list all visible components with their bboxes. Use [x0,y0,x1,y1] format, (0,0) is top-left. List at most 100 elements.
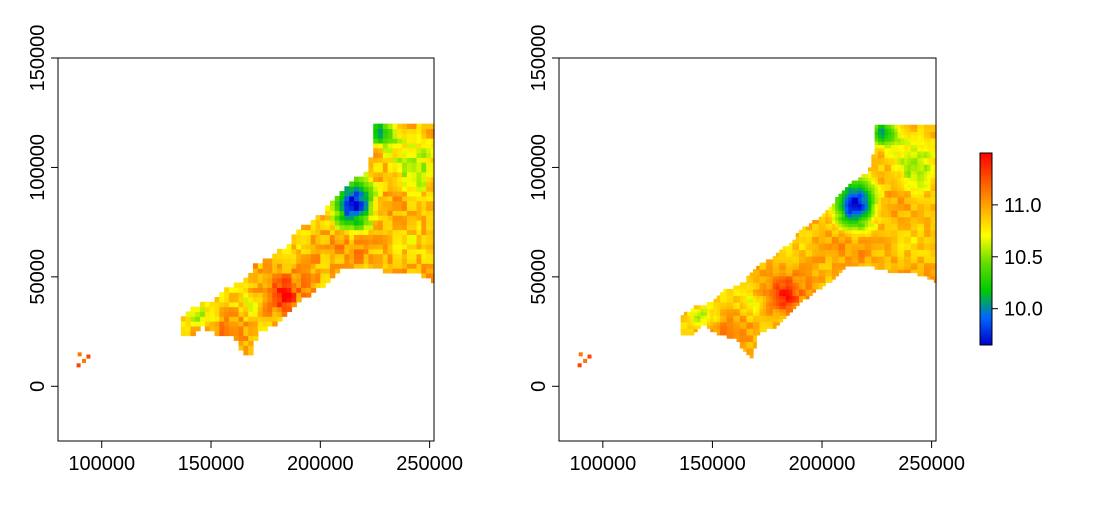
raster-cell [818,249,823,254]
raster-cell [378,224,384,231]
raster-cell [756,288,761,293]
raster-cell [296,244,302,250]
raster-cell [802,226,807,231]
raster-cell [406,195,413,202]
raster-cell [835,226,840,231]
raster-cell [891,187,895,192]
raster-cell [739,308,744,313]
raster-cell [933,275,937,280]
raster-cell [291,301,297,308]
raster-cell [874,206,879,211]
raster-cell [848,200,853,205]
raster-cell [802,242,807,247]
raster-cell [387,123,394,130]
raster-cell [848,242,853,247]
raster-cell [838,213,843,218]
raster-cell [325,224,331,231]
raster-cell [854,223,859,228]
raster-cell [301,282,307,288]
raster-cell [851,190,856,195]
raster-cell [291,268,297,274]
raster-cell [387,268,394,274]
raster-cell [697,325,701,329]
raster-cell [835,252,840,257]
raster-cell [430,191,435,197]
raster-cell [729,334,734,339]
raster-cell [910,124,915,129]
raster-cell [195,311,201,317]
raster-cell [392,253,398,260]
raster-cell [920,173,925,178]
raster-cell [752,288,757,293]
raster-cell [920,226,925,231]
raster-cell [387,142,394,149]
x-tick-label: 250000 [898,453,965,475]
raster-cell [825,223,830,228]
raster-cell [858,196,863,201]
raster-cell [864,256,869,260]
raster-cell [769,318,774,323]
raster-cell [392,258,398,264]
raster-cell [421,166,427,173]
raster-cell [920,160,925,165]
raster-cell [430,171,435,178]
raster-cell [884,160,889,165]
raster-cell [373,244,379,250]
raster-cell [923,170,928,175]
raster-cell [881,180,886,185]
raster-cell [877,262,882,267]
raster-cell [426,244,432,250]
raster-cell [683,328,688,333]
raster-cell [243,345,249,351]
raster-cell [910,210,915,214]
raster-cell [687,328,692,333]
raster-cell [874,167,879,172]
raster-cell [243,321,249,327]
raster-cell [430,253,435,260]
raster-cell [762,275,767,280]
raster-cell [789,279,794,283]
raster-cell [877,256,882,260]
raster-cell [378,171,384,178]
raster-cell [411,224,418,231]
raster-cell [378,152,384,158]
raster-cell [687,331,692,336]
raster-cell [845,219,849,224]
raster-cell [358,176,365,183]
raster-cell [406,215,413,221]
raster-cell [334,229,341,235]
raster-cell [291,253,297,260]
raster-cell [861,226,866,231]
raster-cell [802,239,807,244]
raster-cell [904,210,909,214]
raster-cell [762,265,767,270]
raster-cell [894,170,899,175]
raster-cell [904,167,909,172]
raster-cell [923,137,928,142]
raster-cell [353,229,360,235]
raster-cell [233,330,240,337]
raster-cell [887,269,892,274]
raster-cell [739,285,744,290]
raster-cell [795,279,800,283]
raster-cell [851,249,856,254]
raster-cell [871,219,876,224]
raster-cell [706,302,711,306]
raster-cell [907,157,912,162]
raster-cell [736,325,741,329]
raster-cell [835,239,840,244]
raster-cell [841,203,846,208]
raster-cell [762,282,767,287]
raster-cell [785,256,790,260]
raster-cell [759,321,764,326]
raster-cell [861,223,866,228]
raster-cell [325,277,331,284]
raster-cell [838,206,843,211]
raster-cell [825,279,830,283]
raster-cell [868,262,872,267]
raster-cell [884,131,889,136]
raster-cell [858,219,863,224]
raster-cell [706,325,711,329]
raster-cell [430,205,435,211]
raster-cell [286,301,293,308]
